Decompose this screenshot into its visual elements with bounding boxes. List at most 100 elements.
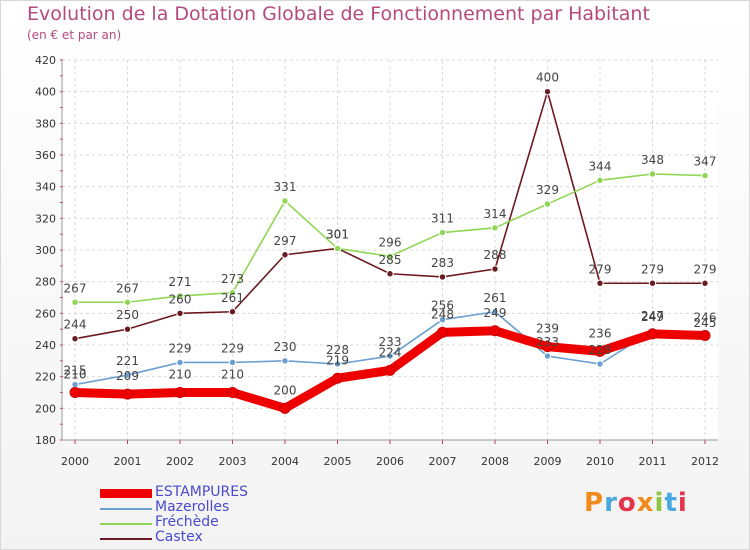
data-label-estampures: 249 — [484, 306, 507, 320]
data-point-castex — [543, 87, 552, 96]
data-label-mazerolles: 228 — [589, 343, 612, 357]
data-label-castex: 279 — [641, 262, 664, 276]
data-label-estampures: 219 — [326, 353, 349, 367]
logo-letter: P — [584, 488, 605, 518]
logo-letter: t — [664, 488, 678, 518]
data-label-mazerolles: 256 — [431, 299, 454, 313]
data-label-frechede: 273 — [221, 272, 244, 286]
chart-title: Evolution de la Dotation Globale de Fonc… — [27, 3, 650, 25]
data-label-mazerolles: 229 — [169, 341, 192, 355]
data-point-mazerolles — [176, 358, 184, 367]
legend-swatch-frechede — [100, 523, 152, 525]
data-point-castex — [438, 273, 447, 281]
data-point-castex — [596, 279, 604, 287]
series-layer — [69, 87, 711, 414]
x-tick-label: 2002 — [166, 455, 194, 468]
x-tick-label: 2007 — [429, 455, 457, 468]
data-point-frechede — [281, 197, 289, 205]
data-label-mazerolles: 215 — [64, 364, 87, 378]
data-point-castex — [701, 279, 709, 287]
data-point-frechede — [438, 228, 447, 237]
y-tick-label: 300 — [35, 244, 56, 257]
y-tick-label: 420 — [35, 54, 56, 67]
data-point-mazerolles — [228, 358, 237, 367]
data-point-estampures — [437, 326, 448, 338]
logo-letter: r — [604, 488, 618, 518]
data-point-frechede — [333, 244, 342, 253]
data-label-estampures: 248 — [431, 307, 454, 321]
data-label-frechede: 344 — [589, 159, 612, 173]
data-label-castex: 279 — [694, 262, 717, 276]
data-point-castex — [648, 279, 657, 287]
logo-letter: i — [677, 488, 688, 518]
data-label-estampures: 200 — [274, 383, 297, 397]
legend-label-mazerolles: Mazerolles — [155, 499, 230, 515]
data-point-frechede — [123, 298, 132, 306]
data-label-castex: 244 — [64, 318, 87, 332]
y-tick-label: 360 — [35, 149, 56, 162]
data-label-mazerolles: 233 — [379, 335, 402, 349]
legend-label-frechede: Fréchède — [155, 514, 219, 530]
data-point-frechede — [543, 200, 552, 208]
x-tick-label: 2012 — [691, 455, 719, 468]
data-labels: 244 250 260 261 297 301 285 283 288 400 279 279 279 2… — [64, 71, 717, 398]
logo-letter: x — [636, 488, 655, 518]
data-label-estampures: 247 — [641, 309, 664, 323]
data-point-mazerolles — [596, 360, 604, 368]
data-label-frechede: 314 — [484, 207, 507, 221]
data-label-frechede: 271 — [169, 275, 192, 289]
x-tick-label: 2010 — [586, 455, 614, 468]
data-point-estampures — [227, 387, 238, 398]
data-point-frechede — [648, 170, 657, 178]
data-label-estampures: 209 — [116, 369, 139, 383]
data-point-frechede — [228, 289, 237, 297]
data-label-estampures: 210 — [64, 368, 87, 382]
data-point-mazerolles — [333, 360, 342, 368]
data-point-mazerolles — [123, 371, 132, 379]
data-point-frechede — [596, 176, 604, 185]
data-label-frechede: 347 — [694, 155, 717, 169]
data-label-frechede: 301 — [326, 227, 349, 241]
data-label-mazerolles: 221 — [116, 354, 139, 368]
x-tick-label: 2006 — [376, 455, 404, 468]
data-label-castex: 301 — [326, 227, 349, 241]
data-point-estampures — [69, 387, 81, 398]
y-tick-label: 380 — [35, 117, 56, 130]
data-label-castex: 283 — [431, 256, 454, 270]
proxiti-logo: Proxiti — [584, 488, 688, 518]
chart-subtitle: (en € et par an) — [27, 28, 122, 42]
y-tick-label: 200 — [35, 402, 56, 415]
data-label-estampures: 236 — [589, 326, 612, 340]
y-tick-label: 260 — [35, 307, 56, 320]
data-point-mazerolles — [491, 308, 499, 316]
x-tick-label: 2004 — [271, 455, 299, 468]
data-point-mazerolles — [386, 352, 394, 360]
data-label-frechede: 329 — [536, 183, 559, 197]
data-point-estampures — [489, 325, 501, 337]
legend-label-estampures: ESTAMPURES — [155, 484, 249, 500]
data-label-frechede: 296 — [379, 235, 402, 249]
data-label-estampures: 239 — [536, 322, 559, 336]
data-label-castex: 261 — [221, 291, 244, 305]
data-label-mazerolles: 245 — [694, 316, 717, 330]
data-label-estampures: 224 — [379, 345, 402, 359]
data-label-castex: 279 — [589, 262, 612, 276]
data-label-castex: 285 — [379, 253, 402, 267]
x-tick-label: 2003 — [219, 455, 247, 468]
data-point-estampures — [647, 328, 658, 340]
y-tick-label: 240 — [35, 339, 56, 352]
data-label-frechede: 267 — [64, 281, 87, 295]
data-point-estampures — [384, 364, 396, 376]
data-point-mazerolles — [71, 380, 79, 389]
data-point-estampures — [594, 345, 606, 357]
data-label-mazerolles: 229 — [221, 341, 244, 355]
legend-label-castex: Castex — [155, 529, 203, 545]
data-point-estampures — [279, 402, 291, 414]
axes: 180 200 220 240 260 280 300 320 340 360 380 400 420 2… — [35, 54, 719, 468]
data-point-castex — [176, 309, 184, 318]
data-label-mazerolles: 249 — [641, 310, 664, 324]
data-point-frechede — [701, 171, 709, 180]
data-label-frechede: 267 — [116, 281, 139, 295]
x-tick-label: 2001 — [114, 455, 142, 468]
